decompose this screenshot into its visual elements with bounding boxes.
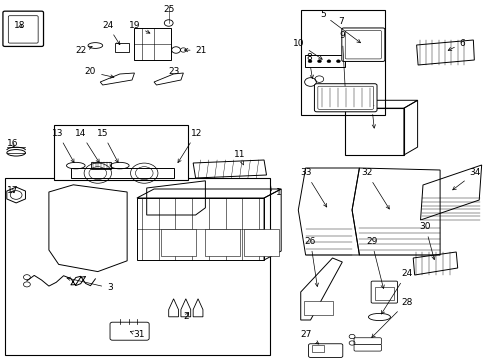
Text: 17: 17 [6,186,18,195]
Bar [205,229,239,256]
Text: 6: 6 [447,39,465,50]
Text: 34: 34 [452,168,480,190]
Text: 27: 27 [299,330,318,344]
FancyBboxPatch shape [345,31,381,59]
Bar [115,43,128,52]
Text: 16: 16 [6,139,18,148]
Text: 18: 18 [14,21,25,30]
Text: 26: 26 [304,237,318,287]
Text: 15: 15 [97,129,118,162]
Text: 32: 32 [360,168,388,209]
Text: 25: 25 [163,5,174,14]
Text: 13: 13 [52,129,74,162]
FancyBboxPatch shape [353,344,381,351]
Text: 23: 23 [167,67,179,76]
Bar [5,178,270,355]
Text: 19: 19 [128,21,150,33]
FancyBboxPatch shape [353,338,381,345]
FancyBboxPatch shape [317,86,373,109]
Text: 24: 24 [102,21,120,45]
Bar [311,345,324,352]
Text: 8: 8 [305,53,313,78]
Text: 5: 5 [319,10,360,43]
Text: 21: 21 [184,46,206,55]
Text: 11: 11 [233,150,245,165]
Circle shape [307,60,311,63]
Text: 2: 2 [183,312,188,321]
Text: 29: 29 [365,237,384,288]
Text: 28: 28 [371,298,411,337]
FancyBboxPatch shape [110,322,149,340]
Circle shape [326,60,330,63]
Text: 10: 10 [292,39,322,59]
Text: 4: 4 [368,100,375,128]
Text: 30: 30 [419,222,434,260]
Text: 20: 20 [84,68,114,78]
FancyBboxPatch shape [341,28,384,62]
FancyBboxPatch shape [314,84,376,112]
FancyBboxPatch shape [308,344,342,357]
Text: 12: 12 [178,129,202,163]
Bar [244,229,278,256]
Circle shape [336,60,340,63]
Bar [161,229,195,256]
Bar [305,55,345,67]
Text: 24: 24 [381,269,411,314]
Bar [134,28,171,60]
Text: 33: 33 [299,168,326,207]
Text: 14: 14 [75,129,99,163]
Text: 31: 31 [130,330,145,339]
FancyBboxPatch shape [3,11,43,46]
FancyBboxPatch shape [370,281,397,303]
Text: 9: 9 [339,31,346,94]
Bar [374,287,393,300]
Text: 22: 22 [75,46,92,55]
Bar [304,301,333,315]
Text: 3: 3 [67,277,113,292]
FancyBboxPatch shape [8,16,38,43]
Text: 7: 7 [337,17,343,26]
Bar [300,10,384,115]
Text: 1: 1 [276,188,282,197]
Circle shape [317,60,321,63]
Bar [54,125,188,180]
Bar [91,162,111,169]
